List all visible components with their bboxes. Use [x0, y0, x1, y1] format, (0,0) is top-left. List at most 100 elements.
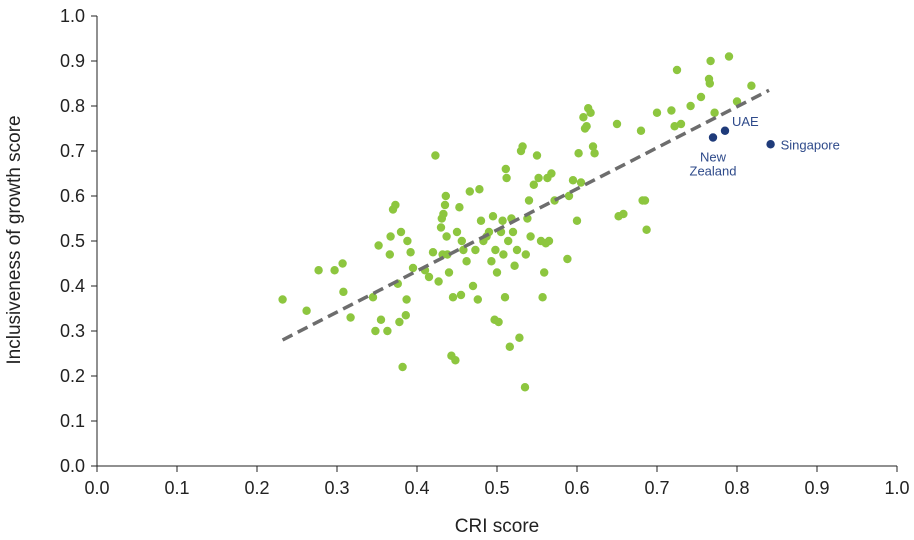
- data-point: [504, 236, 513, 246]
- data-point: [376, 315, 386, 324]
- data-point: [473, 295, 482, 304]
- data-point: [564, 191, 574, 201]
- x-tick-label: 0.5: [484, 478, 509, 498]
- data-point: [508, 227, 518, 237]
- data-point: [468, 281, 478, 291]
- data-point: [487, 257, 496, 266]
- data-point: [330, 266, 339, 275]
- data-point: [346, 313, 355, 322]
- data-point: [476, 216, 486, 225]
- data-point: [667, 106, 676, 115]
- x-tick-label: 0.8: [724, 478, 749, 498]
- y-tick-label: 0.5: [60, 231, 85, 251]
- data-point: [612, 119, 622, 129]
- data-point: [710, 108, 719, 117]
- data-point: [383, 326, 392, 336]
- data-point: [540, 268, 549, 277]
- data-point: [431, 151, 440, 160]
- data-point: [408, 263, 418, 273]
- data-point: [747, 81, 756, 90]
- data-point: [441, 191, 450, 201]
- data-point: [568, 176, 578, 185]
- data-point: [488, 212, 498, 221]
- data-point: [534, 173, 543, 183]
- data-point: [401, 311, 410, 320]
- y-tick-label: 0.1: [60, 411, 85, 431]
- data-point: [520, 383, 530, 392]
- data-point: [391, 200, 400, 210]
- trendline-group: [281, 88, 770, 342]
- data-point: [676, 119, 686, 129]
- data-point: [706, 56, 715, 66]
- data-point: [576, 178, 586, 187]
- data-point: [672, 65, 682, 75]
- data-point: [374, 241, 383, 250]
- data-point: [406, 248, 415, 257]
- data-point: [572, 216, 582, 225]
- data-point: [440, 200, 450, 210]
- data-point: [502, 173, 511, 183]
- data-point: [579, 113, 588, 122]
- annotation-uae: UAE: [732, 114, 759, 129]
- data-point: [582, 122, 591, 131]
- data-point: [492, 268, 502, 277]
- data-point: [475, 185, 484, 194]
- x-tick-label: 0.2: [244, 478, 269, 498]
- data-point: [368, 293, 378, 302]
- data-point: [586, 108, 595, 117]
- data-point: [574, 149, 583, 158]
- annotation-line: Zealand: [690, 164, 737, 179]
- data-point: [386, 232, 395, 241]
- annotation-new-zealand: New Zealand: [690, 150, 737, 179]
- data-point: [451, 356, 460, 365]
- data-point: [402, 295, 411, 304]
- y-tick-label: 1.0: [60, 6, 85, 26]
- data-point: [439, 209, 448, 219]
- data-point: [505, 342, 514, 351]
- data-point: [339, 287, 348, 297]
- axes: 0.0 0.1 0.2 0.3 0.4 0.5 0.6 0.7 0.8 0.9 1.0 0.0 0.1 0…: [60, 6, 910, 498]
- data-point: [455, 203, 464, 212]
- x-tick-label: 0.6: [564, 478, 589, 498]
- y-tick-label: 0.3: [60, 321, 85, 341]
- y-tick-label: 0.7: [60, 141, 85, 161]
- data-point: [642, 225, 651, 234]
- data-point: [538, 293, 547, 302]
- y-tick-label: 0.4: [60, 276, 85, 296]
- x-tick-label: 0.9: [804, 478, 829, 498]
- data-point: [652, 108, 662, 117]
- x-tick-label: 0.4: [404, 478, 429, 498]
- data-point: [547, 169, 556, 178]
- data-point: [302, 306, 311, 315]
- highlighted-point: [708, 133, 718, 142]
- data-point: [498, 216, 507, 225]
- x-tick-label: 0.3: [324, 478, 349, 498]
- data-point: [442, 232, 451, 241]
- data-points: [278, 52, 756, 392]
- trend-line: [281, 88, 770, 342]
- data-point: [563, 254, 572, 264]
- data-point: [457, 236, 466, 246]
- highlighted-point: [720, 126, 730, 135]
- data-point: [670, 122, 679, 131]
- data-point: [510, 261, 519, 270]
- data-point: [338, 259, 347, 268]
- data-point: [436, 223, 446, 232]
- data-point: [515, 333, 524, 342]
- data-point: [724, 52, 734, 61]
- data-point: [588, 142, 598, 151]
- y-tick-label: 0.6: [60, 186, 85, 206]
- data-point: [590, 149, 599, 158]
- x-tick-label: 0.0: [84, 478, 109, 498]
- data-point: [424, 272, 434, 282]
- data-point: [448, 293, 458, 302]
- data-point: [494, 317, 503, 327]
- x-tick-label: 0.1: [164, 478, 189, 498]
- data-point: [456, 290, 466, 300]
- annotation-line: New: [700, 150, 727, 165]
- data-point: [434, 277, 443, 286]
- y-tick-label: 0.2: [60, 366, 85, 386]
- data-point: [395, 317, 404, 327]
- data-point: [403, 236, 412, 246]
- data-point: [526, 232, 535, 241]
